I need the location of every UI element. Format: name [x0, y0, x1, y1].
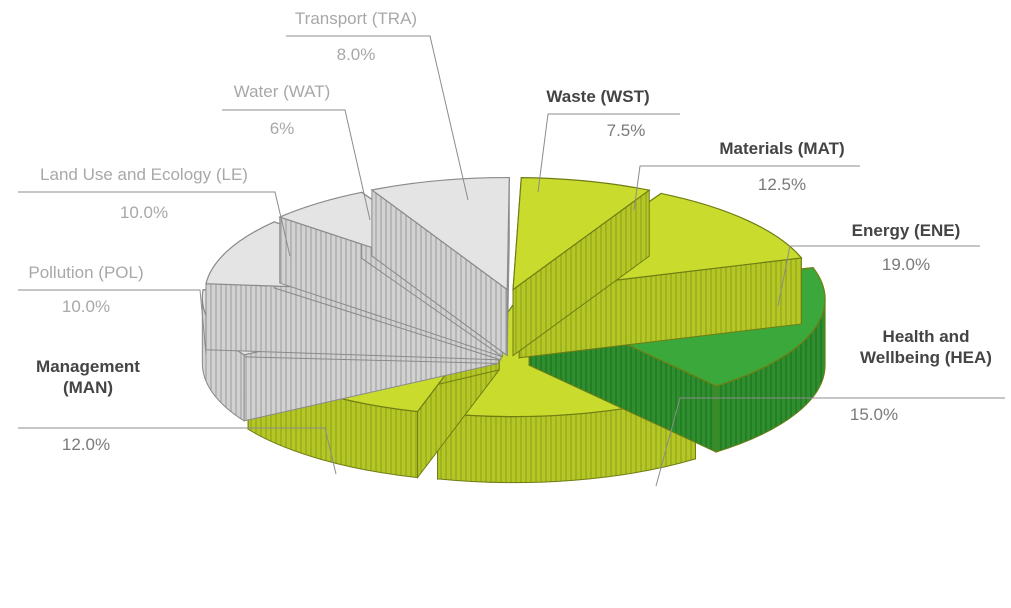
slice-value-label: 12.0%	[62, 435, 110, 454]
slice-value-label: 10.0%	[62, 297, 110, 316]
slice-value-label: 10.0%	[120, 203, 168, 222]
pie-slice	[370, 176, 510, 357]
slice-label: Waste (WST)	[546, 87, 649, 106]
slice-label: Materials (MAT)	[719, 139, 844, 158]
slice-label: Water (WAT)	[234, 82, 331, 101]
slice-label: Pollution (POL)	[28, 263, 143, 282]
leader-line	[286, 35, 469, 201]
slice-value-label: 7.5%	[607, 121, 646, 140]
slice-value-label: 12.5%	[758, 175, 806, 194]
pie-slice	[512, 177, 651, 357]
leader-line	[777, 245, 980, 307]
slice-label: Management (MAN)	[36, 357, 140, 397]
leader-line	[222, 109, 371, 221]
slice-label: Health and Wellbeing (HEA)	[860, 327, 992, 367]
leader-line	[655, 397, 1005, 487]
slice-value-label: 15.0%	[850, 405, 898, 424]
slice-value-label: 8.0%	[337, 45, 376, 64]
pie-slice-top	[370, 176, 510, 291]
leader-line	[18, 427, 337, 475]
slice-label: Transport (TRA)	[295, 9, 417, 28]
pie-slice-top	[512, 177, 651, 291]
leader-line	[633, 165, 860, 211]
slice-label: Land Use and Ecology (LE)	[40, 165, 248, 184]
slice-value-label: 19.0%	[882, 255, 930, 274]
leader-line	[537, 113, 680, 193]
slice-label: Energy (ENE)	[852, 221, 961, 240]
slice-value-label: 6%	[270, 119, 295, 138]
leader-line	[18, 191, 291, 257]
leader-line	[18, 289, 207, 355]
